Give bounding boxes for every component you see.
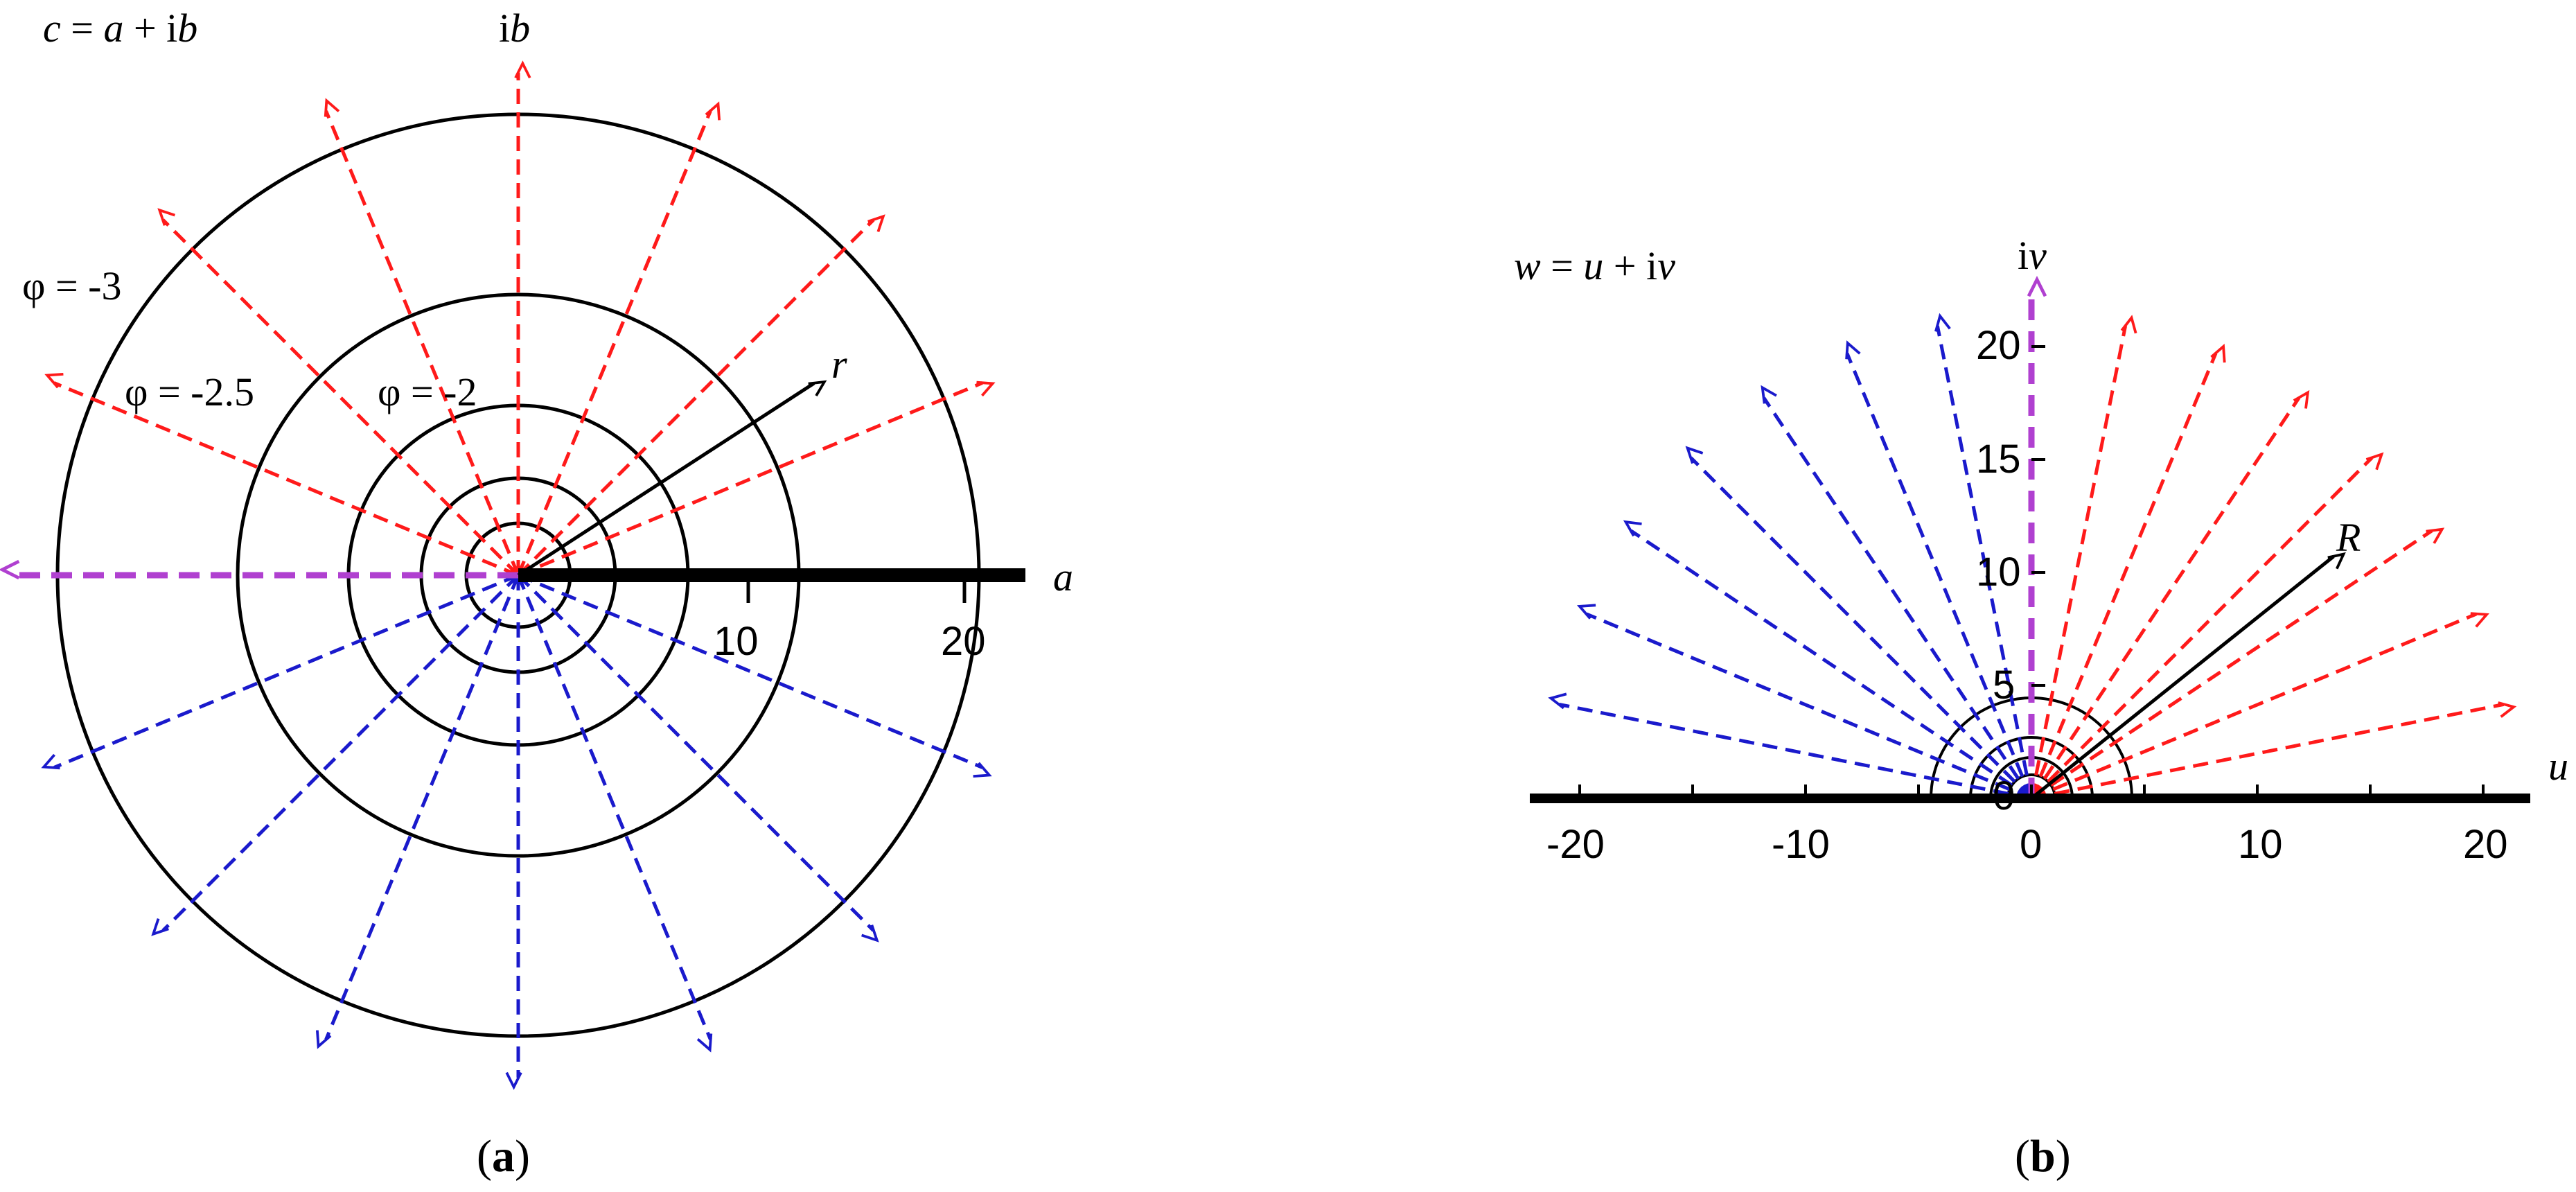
tick-label-a-20: 20 xyxy=(941,619,986,664)
red-ray-b xyxy=(2030,527,2445,800)
blue-ray-b xyxy=(1623,520,2033,800)
rays-b xyxy=(1548,313,2517,800)
red-ray-a xyxy=(157,208,520,577)
x-tick-b-20: 20 xyxy=(2463,822,2508,867)
real-axis-label-b: u xyxy=(2548,744,2568,789)
phi-label-minus-2: φ = -2 xyxy=(378,369,477,414)
blue-ray-a xyxy=(516,575,713,1053)
blue-ray-b xyxy=(1685,446,2033,800)
halfcircle-b-1 xyxy=(2006,773,2056,799)
rays-a xyxy=(41,60,996,1090)
y-tick-b-20: 20 xyxy=(1976,323,2021,368)
red-ray-a xyxy=(518,380,996,577)
blue-ray-a xyxy=(518,573,992,778)
red-ray-b xyxy=(2029,389,2310,800)
imag-axis-label-b: iv xyxy=(2018,233,2047,278)
phi-label-minus-3: φ = -3 xyxy=(22,263,122,308)
blue-ray-b xyxy=(1761,385,2034,800)
tick-label-a-10: 10 xyxy=(714,619,759,664)
phi-label-minus-2-5: φ = -2.5 xyxy=(125,369,254,414)
x-tick-b-10: 10 xyxy=(2238,822,2283,867)
red-ray-a xyxy=(44,372,519,577)
red-ray-b xyxy=(2031,612,2489,800)
y-tick-b-5: 5 xyxy=(1993,663,2015,708)
panel-b: w = u + iv iv u R -20 -10 0 10 20 0 5 10… xyxy=(1514,233,2568,1182)
blue-ray-b xyxy=(1845,340,2034,799)
radius-label-b: R xyxy=(2336,515,2361,560)
caption-a: (a) xyxy=(477,1131,530,1182)
blue-ray-b xyxy=(1548,692,2032,800)
blue-ray-a xyxy=(41,573,519,770)
blue-ray-b xyxy=(1576,604,2032,800)
ticks-b xyxy=(1578,345,2485,798)
red-ray-b xyxy=(2029,315,2137,799)
blue-ray-a xyxy=(517,574,879,943)
red-ray-b xyxy=(2029,343,2226,799)
x-tick-b-minus-20: -20 xyxy=(1546,822,1605,867)
blue-ray-b xyxy=(1934,313,2034,799)
radius-arrow-b xyxy=(2030,552,2346,800)
caption-b: (b) xyxy=(2015,1131,2071,1182)
x-tick-b-0: 0 xyxy=(2020,822,2042,867)
equation-b: w = u + iv xyxy=(1514,243,1675,288)
equation-a: c = a + ib xyxy=(43,6,197,51)
imag-axis-label-a: ib xyxy=(499,6,530,51)
red-ray-a xyxy=(324,98,520,576)
y-tick-b-15: 15 xyxy=(1976,437,2021,482)
panel-a: c = a + ib ib a r φ = -3 φ = -2.5 φ = -2… xyxy=(0,6,1073,1182)
y-tick-b-0: 0 xyxy=(1993,773,2015,818)
red-ray-b xyxy=(2031,701,2517,800)
y-tick-b-10: 10 xyxy=(1976,550,2021,595)
halfcircle-b-3 xyxy=(1969,736,2094,799)
x-tick-b-minus-10: -10 xyxy=(1772,822,1830,867)
red-ray-a xyxy=(516,101,721,576)
red-ray-b xyxy=(2030,452,2384,800)
blue-ray-a xyxy=(315,575,520,1049)
radius-arrow-a xyxy=(517,380,827,577)
blue-ray-a xyxy=(151,574,520,936)
red-ray-a xyxy=(517,214,885,577)
radius-label-a: r xyxy=(831,342,847,387)
real-axis-label-a: a xyxy=(1053,554,1073,599)
